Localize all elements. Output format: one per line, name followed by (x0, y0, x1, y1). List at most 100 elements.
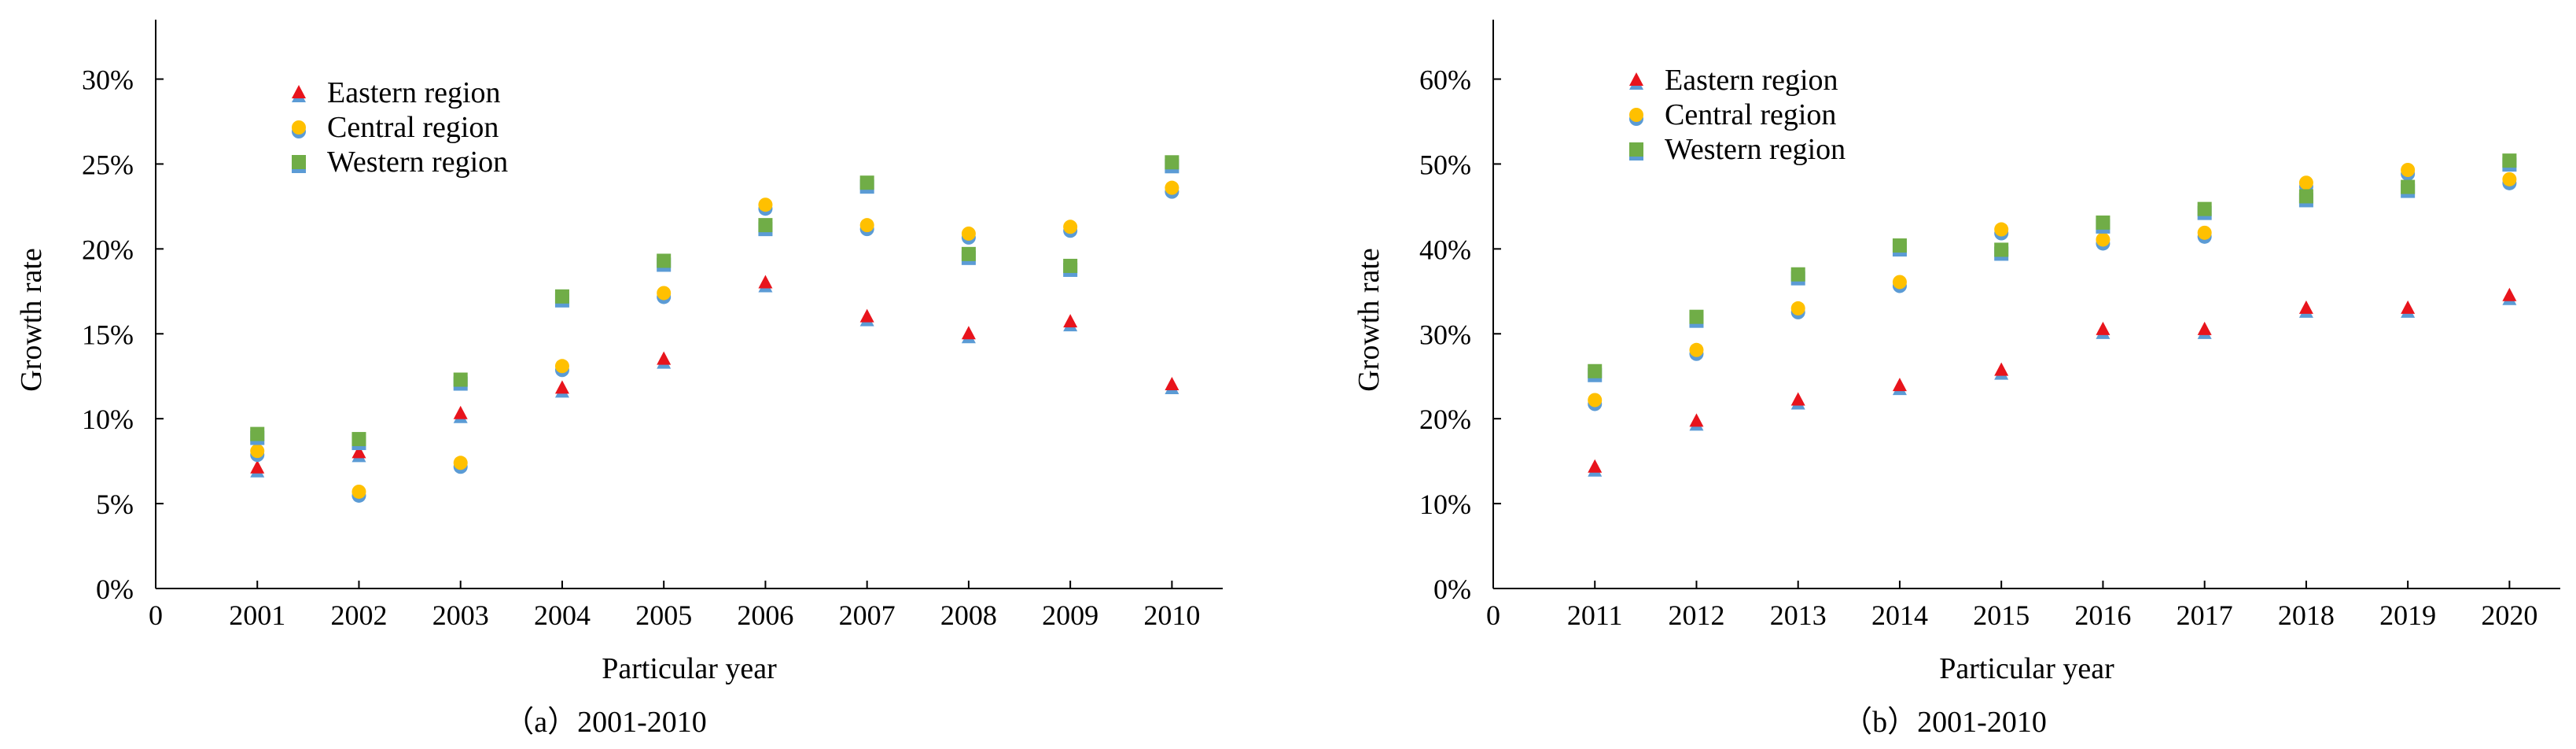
y-tick-label: 10% (1419, 489, 1471, 520)
y-axis-title: Growth rate (15, 248, 48, 392)
y-tick-label: 50% (1419, 149, 1471, 180)
y-tick-label: 0% (1433, 574, 1471, 605)
data-point-eastern-region (250, 459, 265, 474)
chart-panel-b: 0% 10% 20% 30% 40% 50% 60% 0 2011 2012 2013 2014 201… (1352, 20, 2560, 739)
x-tick-label: 2006 (737, 600, 793, 631)
data-point-central-region (2096, 232, 2110, 247)
y-tick-label: 15% (82, 319, 134, 350)
x-tick-label: 2001 (229, 600, 285, 631)
x-tick-label: 2009 (1042, 600, 1098, 631)
y-tick-label: 25% (82, 149, 134, 180)
legend-marker (1629, 108, 1643, 122)
data-point-western-region (1892, 238, 1907, 253)
data-point-western-region (2298, 189, 2313, 204)
data-point-eastern-region (1994, 362, 2009, 376)
data-point-central-region (453, 456, 468, 470)
x-tick-label: 2004 (534, 600, 591, 631)
data-point-western-region (961, 246, 976, 261)
y-tick-label: 0% (96, 574, 134, 605)
legend-marker (1629, 72, 1643, 86)
data-point-central-region (2298, 175, 2313, 190)
x-tick-label: 2007 (839, 600, 896, 631)
data-point-central-region (1994, 222, 2009, 237)
data-point-eastern-region (859, 308, 874, 323)
data-point-central-region (554, 359, 569, 374)
legend-label: Central region (327, 111, 499, 144)
data-point-central-region (1790, 301, 1805, 315)
x-tick-label: 2011 (1567, 600, 1623, 631)
data-point-central-region (961, 226, 976, 241)
x-tick-label: 2014 (1871, 600, 1928, 631)
data-point-western-region (1994, 242, 2009, 257)
data-point-central-region (1892, 275, 1907, 290)
legend-marker (292, 85, 306, 98)
data-point-eastern-region (1165, 377, 1179, 391)
data-point-eastern-region (2298, 300, 2313, 314)
x-tick-label: 0 (1486, 600, 1500, 631)
data-point-eastern-region (2401, 300, 2416, 314)
data-point-eastern-region (1588, 459, 1603, 473)
data-point-western-region (2401, 179, 2416, 194)
data-point-western-region (1689, 309, 1704, 324)
legend-label: Western region (327, 146, 508, 179)
data-point-eastern-region (2197, 321, 2212, 335)
data-point-central-region (758, 197, 773, 212)
data-point-western-region (859, 175, 874, 190)
y-tick-label: 30% (82, 65, 134, 96)
data-point-central-region (1063, 220, 1078, 234)
data-point-central-region (1588, 393, 1603, 408)
data-point-western-region (2096, 215, 2110, 230)
data-point-central-region (859, 218, 874, 233)
data-point-eastern-region (1689, 413, 1704, 427)
x-tick-label: 2016 (2074, 600, 2131, 631)
figure-caption: （a）2001-2010 (504, 706, 707, 739)
x-tick-label: 2010 (1143, 600, 1200, 631)
data-point-eastern-region (1892, 378, 1907, 392)
x-tick-label: 2017 (2177, 600, 2233, 631)
data-point-eastern-region (554, 380, 569, 394)
data-point-eastern-region (2502, 287, 2517, 301)
data-point-eastern-region (657, 351, 672, 365)
data-point-western-region (657, 253, 672, 268)
data-point-western-region (758, 218, 773, 233)
data-point-eastern-region (961, 326, 976, 340)
x-tick-label: 0 (149, 600, 163, 631)
x-tick-label: 2003 (432, 600, 489, 631)
data-point-eastern-region (758, 275, 773, 289)
data-point-western-region (1588, 363, 1603, 378)
data-point-western-region (250, 426, 265, 441)
data-point-western-region (554, 289, 569, 304)
data-point-central-region (2502, 172, 2517, 186)
data-point-central-region (2401, 163, 2416, 178)
x-tick-label: 2002 (330, 600, 387, 631)
legend-marker (1629, 142, 1643, 157)
data-point-eastern-region (2096, 321, 2110, 335)
y-axis-title: Growth rate (1352, 248, 1386, 392)
data-point-central-region (250, 444, 265, 459)
data-point-central-region (657, 286, 672, 301)
x-axis-title: Particular year (1939, 652, 2114, 685)
x-tick-label: 2013 (1770, 600, 1827, 631)
data-point-western-region (453, 372, 468, 387)
x-tick-label: 2012 (1668, 600, 1724, 631)
x-tick-label: 2020 (2481, 600, 2537, 631)
data-point-western-region (1063, 258, 1078, 273)
chart-panel-a: 0% 5% 10% 15% 20% 25% 30% 0 2001 2002 2003 2004 2005… (15, 20, 1223, 739)
data-point-central-region (2197, 225, 2212, 240)
data-point-eastern-region (351, 445, 366, 459)
legend-label: Eastern region (1665, 64, 1838, 97)
y-tick-label: 20% (1419, 404, 1471, 435)
y-tick-label: 60% (1419, 65, 1471, 96)
y-tick-label: 40% (1419, 234, 1471, 265)
y-tick-label: 10% (82, 404, 134, 435)
data-point-western-region (351, 432, 366, 447)
y-tick-label: 30% (1419, 319, 1471, 350)
data-point-eastern-region (453, 405, 468, 419)
x-tick-label: 2008 (940, 600, 997, 631)
legend-label: Western region (1665, 133, 1846, 166)
legend-marker (292, 155, 306, 169)
data-point-eastern-region (1790, 392, 1805, 406)
y-tick-label: 20% (82, 234, 134, 265)
x-tick-label: 2019 (2379, 600, 2436, 631)
